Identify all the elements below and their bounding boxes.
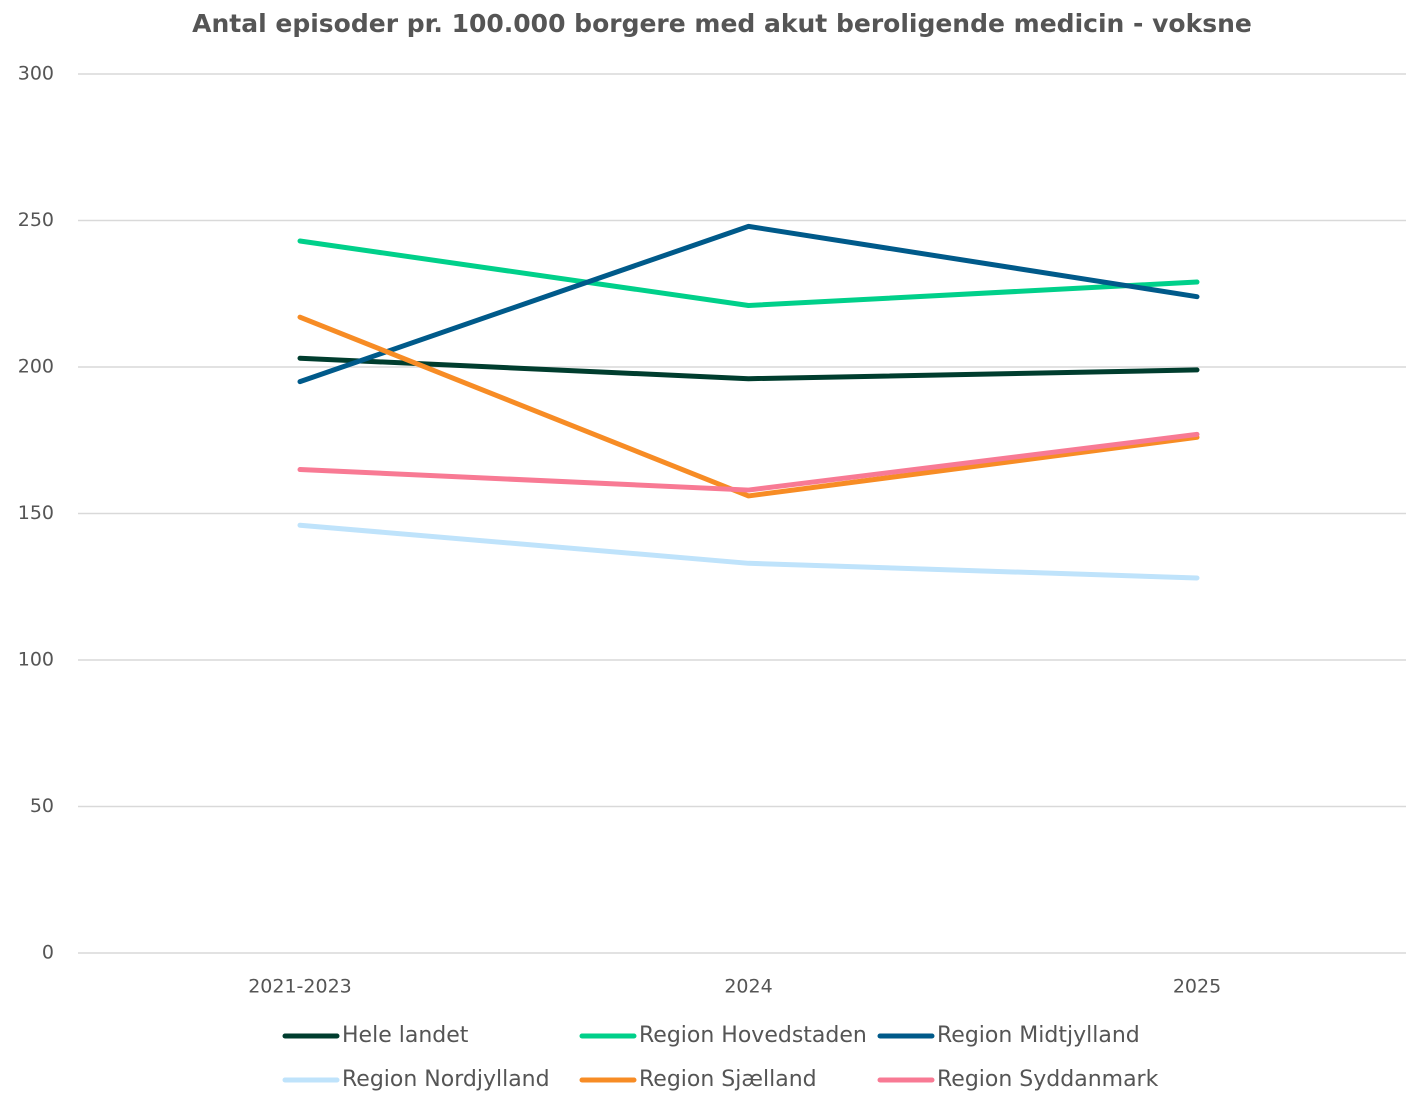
series-line [297, 314, 1200, 499]
legend-label: Region Midtjylland [937, 1023, 1140, 1048]
chart-title: Antal episoder pr. 100.000 borgere med a… [192, 9, 1252, 38]
legend-label: Region Nordjylland [342, 1067, 550, 1092]
x-tick-label: 2021-2023 [248, 976, 352, 998]
series-line [297, 238, 1200, 308]
y-tick-label: 250 [18, 209, 54, 231]
series-line [297, 355, 1200, 382]
legend-label: Region Sjælland [639, 1067, 817, 1092]
series-line [297, 522, 1200, 581]
legend-label: Region Syddanmark [937, 1067, 1159, 1092]
series-line [297, 223, 1200, 385]
y-tick-label: 200 [18, 356, 54, 378]
y-tick-label: 300 [18, 63, 54, 85]
x-tick-label: 2025 [1173, 976, 1221, 998]
series-line [297, 431, 1200, 493]
x-tick-label: 2024 [724, 976, 772, 998]
y-tick-label: 50 [30, 795, 54, 817]
y-tick-label: 0 [42, 942, 54, 964]
legend-label: Region Hovedstaden [639, 1023, 867, 1048]
legend-label: Hele landet [342, 1023, 469, 1048]
y-tick-label: 100 [18, 649, 54, 671]
y-tick-label: 150 [18, 502, 54, 524]
